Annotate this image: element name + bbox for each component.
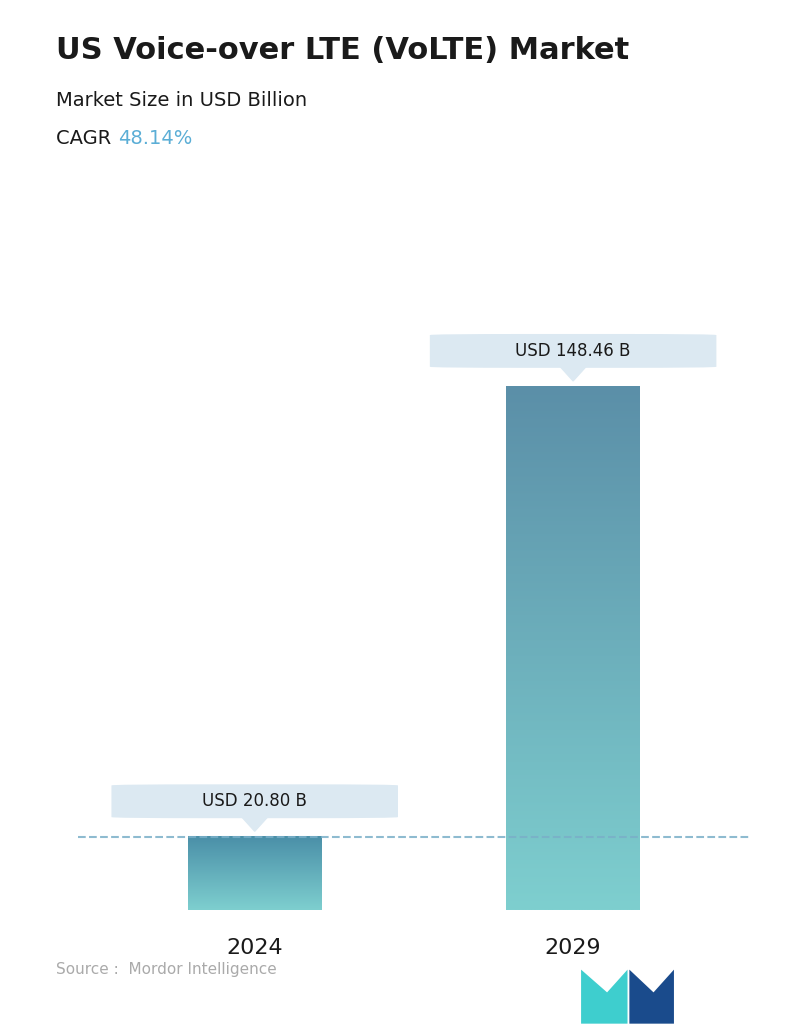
Text: Source :  Mordor Intelligence: Source : Mordor Intelligence xyxy=(56,962,276,977)
Polygon shape xyxy=(560,367,586,381)
Polygon shape xyxy=(581,970,627,1024)
FancyBboxPatch shape xyxy=(430,334,716,368)
Polygon shape xyxy=(630,970,674,1024)
Text: 2024: 2024 xyxy=(226,938,283,959)
Text: 48.14%: 48.14% xyxy=(118,129,192,148)
Text: USD 20.80 B: USD 20.80 B xyxy=(202,792,307,811)
FancyBboxPatch shape xyxy=(111,785,398,818)
Text: US Voice-over LTE (VoLTE) Market: US Voice-over LTE (VoLTE) Market xyxy=(56,36,629,65)
Polygon shape xyxy=(242,817,267,831)
Text: Market Size in USD Billion: Market Size in USD Billion xyxy=(56,91,306,110)
Text: USD 148.46 B: USD 148.46 B xyxy=(516,342,630,360)
Text: CAGR: CAGR xyxy=(56,129,117,148)
Text: 2029: 2029 xyxy=(544,938,602,959)
